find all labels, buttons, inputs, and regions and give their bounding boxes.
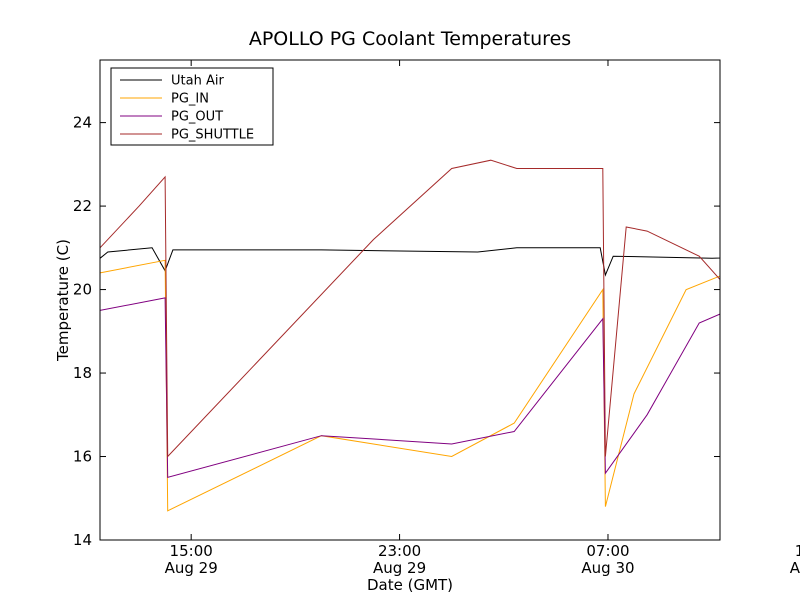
legend-label: PG_OUT xyxy=(171,110,223,125)
plot-area xyxy=(99,59,721,541)
x-tick-date-label: Aug 29 xyxy=(165,559,218,577)
y-tick-label: 18 xyxy=(73,364,92,382)
series-line-utah-air xyxy=(100,247,720,277)
x-tick-date-label: Aug 30 xyxy=(790,559,800,577)
y-tick-label: 16 xyxy=(73,448,92,466)
legend-box xyxy=(110,67,274,146)
x-tick-date-label: Aug 29 xyxy=(373,559,426,577)
y-tick-label: 20 xyxy=(73,281,92,299)
legend-label: Utah Air xyxy=(171,74,224,89)
x-axis-label: Date (GMT) xyxy=(367,576,453,594)
x-tick-time-label: 23:00 xyxy=(378,542,421,560)
chart-title: APOLLO PG Coolant Temperatures xyxy=(249,28,571,50)
legend-label: PG_SHUTTLE xyxy=(171,128,254,143)
x-tick-time-label: 15:00 xyxy=(795,542,800,560)
y-tick-label: 24 xyxy=(73,114,92,132)
series-line-pg-out xyxy=(100,297,720,479)
x-tick-date-label: Aug 30 xyxy=(581,559,634,577)
y-tick-label: 22 xyxy=(73,197,92,215)
y-axis: 14 16 18 20 22 24 xyxy=(73,114,720,549)
y-axis-label: Temperature (C) xyxy=(54,239,72,362)
plot-frame xyxy=(99,59,721,541)
legend-label: PG_IN xyxy=(171,92,209,107)
y-tick-label: 14 xyxy=(73,531,92,549)
series-line-pg-shuttle xyxy=(100,159,720,458)
series-group xyxy=(100,159,720,512)
series-line-pg-in xyxy=(100,259,720,512)
x-tick-time-label: 07:00 xyxy=(586,542,629,560)
x-tick-time-label: 15:00 xyxy=(170,542,213,560)
legend: Utah Air PG_IN PG_OUT PG_SHUTTLE xyxy=(110,67,274,146)
